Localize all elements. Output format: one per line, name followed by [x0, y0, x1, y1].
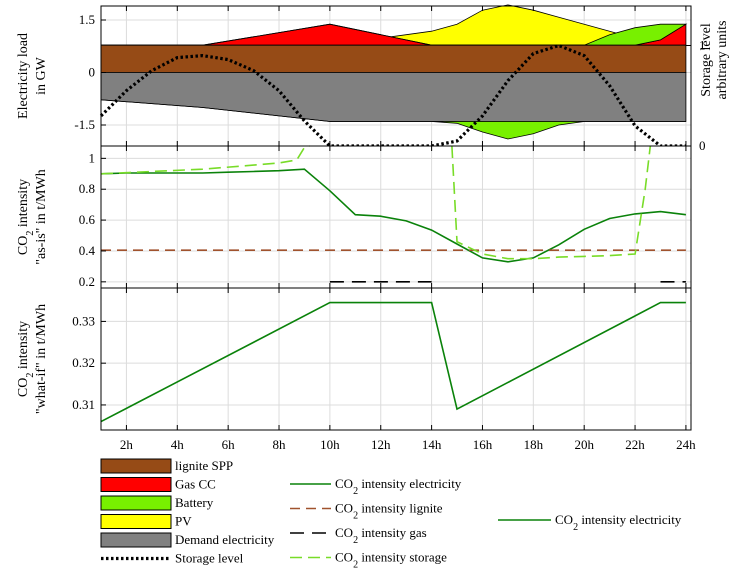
legend-label-2: Battery — [175, 495, 214, 510]
x-tick-label-9: 20h — [574, 437, 594, 452]
mid-series-4 — [100, 145, 310, 175]
legend-patch-3 — [100, 514, 172, 529]
top-ylabel-line2: in GW — [34, 56, 49, 95]
bot-ytick-label-0: 0.33 — [72, 313, 95, 328]
top-ytick-right-label-1: 0 — [699, 138, 706, 153]
bot-ytick-label-2: 0.31 — [72, 397, 95, 412]
top-ytick-label-0: 1.5 — [79, 12, 95, 27]
x-tick-label-0: 2h — [120, 437, 134, 452]
legend2-label-2: CO2 intensity gas — [335, 525, 427, 546]
legend2-label-1: CO2 intensity lignite — [335, 501, 443, 522]
top-ytick-right-label-0: 1 — [699, 38, 706, 53]
mid-ytick-label-1: 0.8 — [79, 181, 95, 196]
legend-patch-0 — [100, 458, 172, 474]
bot-ylabel-line1: CO2 intensity — [16, 321, 36, 397]
electricity-load-panel: 1.5 0 -1.5 1 0 Electricity load in GW Storage l… — [16, 4, 730, 153]
x-tick-label-2: 6h — [222, 437, 236, 452]
mid-series-0 — [100, 168, 686, 263]
top-ylabel-line1: Electricity load — [16, 33, 31, 119]
x-tick-label-5: 12h — [371, 437, 391, 452]
legend-label-0: lignite SPP — [175, 458, 233, 473]
co2-as-is-panel: 1 0.8 0.6 0.4 0.2 CO2 intensity "as-is" in t/M… — [16, 145, 692, 289]
bot-ylabel-line2: "what-if" in t/MWh — [34, 304, 49, 414]
x-tick-label-1: 4h — [171, 437, 185, 452]
legend3-label-0: CO2 intensity electricity — [555, 512, 682, 533]
legend2-label-3: CO2 intensity storage — [335, 550, 447, 571]
bot-ytick-label-1: 0.32 — [72, 355, 95, 370]
mid-ytick-label-4: 0.2 — [79, 274, 95, 289]
bot-series-0 — [100, 301, 686, 423]
x-tick-label-6: 14h — [422, 437, 442, 452]
legend-label-5: Storage level — [175, 551, 244, 566]
top-ylabel-right-line1: Storage level — [699, 23, 714, 97]
legend-label-3: PV — [175, 514, 192, 529]
top-ytick-label-1: 0 — [89, 65, 96, 80]
legend-patch-4 — [100, 532, 172, 548]
co2-what-if-panel: 0.33 0.32 0.31 CO2 intensity "what-if" in t/… — [16, 287, 696, 452]
x-tick-label-8: 18h — [524, 437, 544, 452]
legend-label-1: Gas CC — [175, 477, 216, 492]
mid-ytick-label-2: 0.6 — [79, 212, 96, 227]
battery-discharge-area — [100, 99, 686, 140]
top-ylabel-right-line2: arbitrary units — [715, 21, 730, 100]
x-tick-label-4: 10h — [320, 437, 340, 452]
x-tick-label-3: 8h — [273, 437, 287, 452]
top-ytick-label-2: -1.5 — [74, 117, 95, 132]
mid-ylabel-line1: CO2 intensity — [16, 179, 36, 255]
mid-ylabel-line2: "as-is" in t/MWh — [34, 169, 49, 264]
legend-patch-1 — [100, 477, 172, 492]
mid-bg — [101, 146, 691, 288]
x-tick-label-10: 22h — [625, 437, 645, 452]
x-tick-label-11: 24h — [676, 437, 696, 452]
bot-bg — [101, 288, 691, 430]
legend-patch-2 — [100, 495, 172, 511]
mid-series-5 — [451, 145, 652, 260]
legend: lignite SPP Gas CC Battery PV Demand electri… — [100, 458, 682, 571]
x-tick-label-7: 16h — [473, 437, 493, 452]
bot-frame — [100, 287, 692, 431]
legend2-label-0: CO2 intensity electricity — [335, 476, 462, 497]
mid-ytick-label-3: 0.4 — [79, 243, 96, 258]
lignite-spp-area — [100, 44, 687, 73]
legend-label-4: Demand electricity — [175, 532, 275, 547]
mid-ytick-label-0: 1 — [89, 150, 96, 165]
